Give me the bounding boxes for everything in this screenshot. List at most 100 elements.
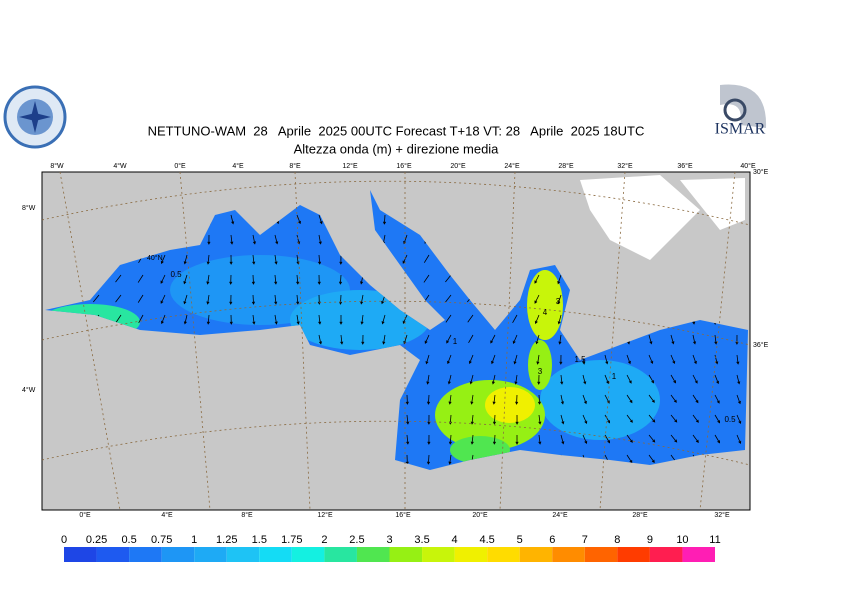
legend-label: 0: [61, 534, 67, 546]
direction-arrow: [423, 274, 430, 283]
graticule-label: 4°E: [161, 511, 173, 519]
direction-arrow: [582, 434, 588, 445]
direction-arrow: [296, 314, 300, 325]
direction-arrow: [560, 374, 564, 385]
direction-arrow: [469, 374, 474, 385]
direction-arrow: [560, 394, 564, 405]
legend-swatch: [389, 547, 423, 562]
direction-arrow: [515, 434, 519, 445]
direction-arrow: [626, 454, 633, 464]
legend-label: 0.25: [86, 534, 107, 546]
direction-arrow: [445, 294, 452, 303]
direction-arrow: [626, 354, 631, 365]
contour-label: 1.5: [574, 355, 586, 364]
graticule-label: 4°E: [232, 162, 244, 170]
direction-arrow: [515, 414, 519, 425]
direction-arrow: [648, 334, 653, 345]
legend-swatch: [259, 547, 292, 562]
direction-arrow: [514, 374, 518, 385]
legend-swatch: [682, 547, 715, 562]
contour-label: 0.5: [170, 270, 182, 279]
direction-arrow: [206, 294, 210, 305]
direction-arrow: [448, 394, 452, 405]
direction-arrow: [536, 354, 540, 365]
legend-label: 6: [549, 534, 555, 546]
direction-arrow: [558, 334, 562, 345]
graticule-label: 8°E: [289, 162, 301, 170]
direction-arrow: [534, 294, 540, 304]
legend-swatch: [129, 547, 162, 562]
direction-arrow: [604, 374, 610, 385]
direction-arrow: [468, 354, 474, 365]
legend-swatch: [552, 547, 585, 562]
direction-arrow: [648, 414, 656, 423]
direction-arrow: [405, 394, 409, 405]
direction-arrow: [538, 434, 542, 445]
legend-swatch: [226, 547, 260, 562]
legend-label: 2.5: [349, 534, 364, 546]
direction-arrow: [381, 314, 386, 325]
direction-arrow: [714, 414, 721, 424]
direction-arrow: [318, 334, 322, 345]
direction-arrow: [137, 274, 144, 283]
direction-arrow: [604, 354, 609, 365]
legend-label: 1.75: [281, 534, 302, 546]
direction-arrow: [626, 394, 633, 404]
direction-arrow: [692, 354, 697, 365]
direction-arrow: [626, 374, 632, 384]
direction-arrow: [490, 334, 496, 344]
graticule-label: 40°N: [147, 254, 163, 262]
graticule-label: 8°W: [22, 204, 36, 212]
direction-arrow: [137, 294, 144, 303]
direction-arrow: [160, 294, 166, 304]
contour-label: 4: [543, 308, 548, 317]
direction-arrow: [670, 394, 677, 403]
direction-arrow: [115, 274, 122, 283]
direction-arrow: [318, 314, 322, 325]
graticule-label: 36°E: [677, 162, 693, 170]
direction-arrow: [160, 254, 166, 265]
direction-arrow: [340, 334, 344, 345]
direction-arrow: [557, 274, 562, 285]
direction-arrow: [670, 354, 676, 365]
legend-label: 3.5: [414, 534, 429, 546]
direction-arrow: [425, 354, 430, 365]
direction-arrow: [448, 454, 452, 465]
direction-arrow: [670, 434, 678, 443]
legend-label: 1.5: [252, 534, 267, 546]
logo-text: ISMAR: [715, 121, 766, 138]
direction-arrow: [560, 414, 565, 425]
direction-arrow: [115, 314, 122, 323]
graticule-label: 28°E: [558, 162, 574, 170]
direction-arrow: [207, 234, 211, 245]
direction-arrow: [582, 374, 587, 385]
legend-label: 4: [452, 534, 458, 546]
direction-arrow: [423, 254, 430, 263]
graticule-label: 4°W: [113, 162, 127, 170]
direction-arrow: [115, 294, 122, 303]
direction-arrow: [714, 334, 718, 345]
direction-arrow: [318, 254, 322, 265]
direction-arrow: [447, 354, 452, 365]
direction-arrow: [229, 274, 233, 285]
legend-swatch: [64, 547, 97, 562]
direction-arrow: [557, 294, 562, 305]
legend-label: 1.25: [216, 534, 237, 546]
graticule-label: 8°W: [50, 162, 64, 170]
legend-swatch: [584, 547, 618, 562]
direction-arrow: [714, 394, 720, 404]
map: [41, 171, 751, 511]
direction-arrow: [296, 274, 300, 285]
graticule-label: 32°E: [617, 162, 633, 170]
direction-arrow: [537, 374, 541, 385]
direction-arrow: [424, 334, 430, 344]
legend-swatch: [649, 547, 683, 562]
direction-arrow: [138, 314, 144, 324]
direction-arrow: [338, 274, 343, 285]
direction-arrow: [427, 434, 431, 445]
direction-arrow: [426, 454, 431, 465]
direction-arrow: [670, 334, 675, 345]
direction-arrow: [492, 434, 497, 445]
direction-arrow: [229, 314, 233, 325]
